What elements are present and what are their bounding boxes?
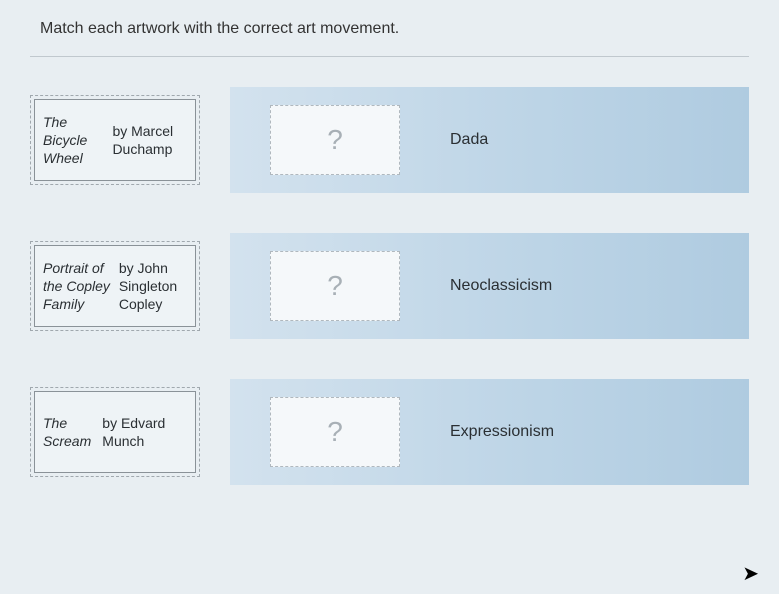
target-panel: ? Dada [230, 87, 749, 193]
movement-label-neoclassicism: Neoclassicism [450, 277, 552, 295]
match-row: The Scream by Edvard Munch ? Expressioni… [30, 379, 749, 485]
cursor-icon: ➤ [742, 561, 759, 586]
target-panel: ? Neoclassicism [230, 233, 749, 339]
match-row: The Bicycle Wheel by Marcel Duchamp ? Da… [30, 87, 749, 193]
drag-slot[interactable]: Portrait of the Copley Family by John Si… [30, 241, 200, 331]
matching-area: The Bicycle Wheel by Marcel Duchamp ? Da… [30, 87, 749, 485]
drop-zone-neoclassicism[interactable]: ? [270, 251, 400, 321]
artwork-card-copley-family[interactable]: Portrait of the Copley Family by John Si… [34, 245, 196, 327]
match-row: Portrait of the Copley Family by John Si… [30, 233, 749, 339]
drop-zone-expressionism[interactable]: ? [270, 397, 400, 467]
target-panel: ? Expressionism [230, 379, 749, 485]
movement-label-expressionism: Expressionism [450, 423, 554, 441]
drag-slot[interactable]: The Scream by Edvard Munch [30, 387, 200, 477]
movement-label-dada: Dada [450, 131, 488, 149]
divider [30, 56, 749, 57]
artwork-card-the-scream[interactable]: The Scream by Edvard Munch [34, 391, 196, 473]
drop-zone-dada[interactable]: ? [270, 105, 400, 175]
artwork-card-bicycle-wheel[interactable]: The Bicycle Wheel by Marcel Duchamp [34, 99, 196, 181]
drag-slot[interactable]: The Bicycle Wheel by Marcel Duchamp [30, 95, 200, 185]
instruction-text: Match each artwork with the correct art … [30, 20, 749, 38]
